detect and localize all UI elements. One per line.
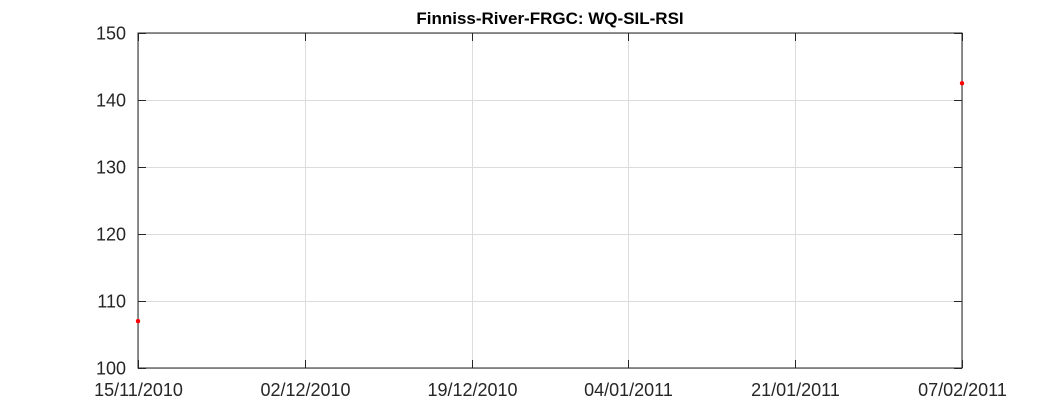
plot-area	[138, 33, 962, 368]
data-points	[135, 81, 965, 324]
x-tick-label: 07/02/2011	[918, 380, 1007, 400]
y-tick-label: 110	[97, 292, 126, 312]
x-tick-label: 19/12/2010	[427, 380, 517, 400]
x-tick-label: 21/01/2011	[751, 380, 840, 400]
x-tick-label: 15/11/2010	[94, 380, 183, 400]
x-tick-label: 04/01/2011	[584, 380, 673, 400]
y-tick-labels: 100 110 120 130 140 150	[96, 24, 126, 379]
y-tick-label: 100	[96, 359, 126, 379]
tick-marks	[138, 33, 963, 369]
x-tick-labels: 15/11/2010 02/12/2010 19/12/2010 04/01/2011…	[94, 380, 1007, 400]
y-tick-label: 130	[96, 158, 126, 178]
chart-title: Finniss-River-FRGC: WQ-SIL-RSI	[416, 9, 683, 28]
data-point	[135, 318, 141, 324]
y-tick-label: 150	[96, 24, 126, 44]
x-tick-label: 02/12/2010	[260, 380, 350, 400]
axes-box	[137, 32, 963, 369]
y-tick-label: 140	[96, 91, 126, 111]
y-tick-label: 120	[96, 225, 126, 245]
data-point	[959, 81, 965, 86]
